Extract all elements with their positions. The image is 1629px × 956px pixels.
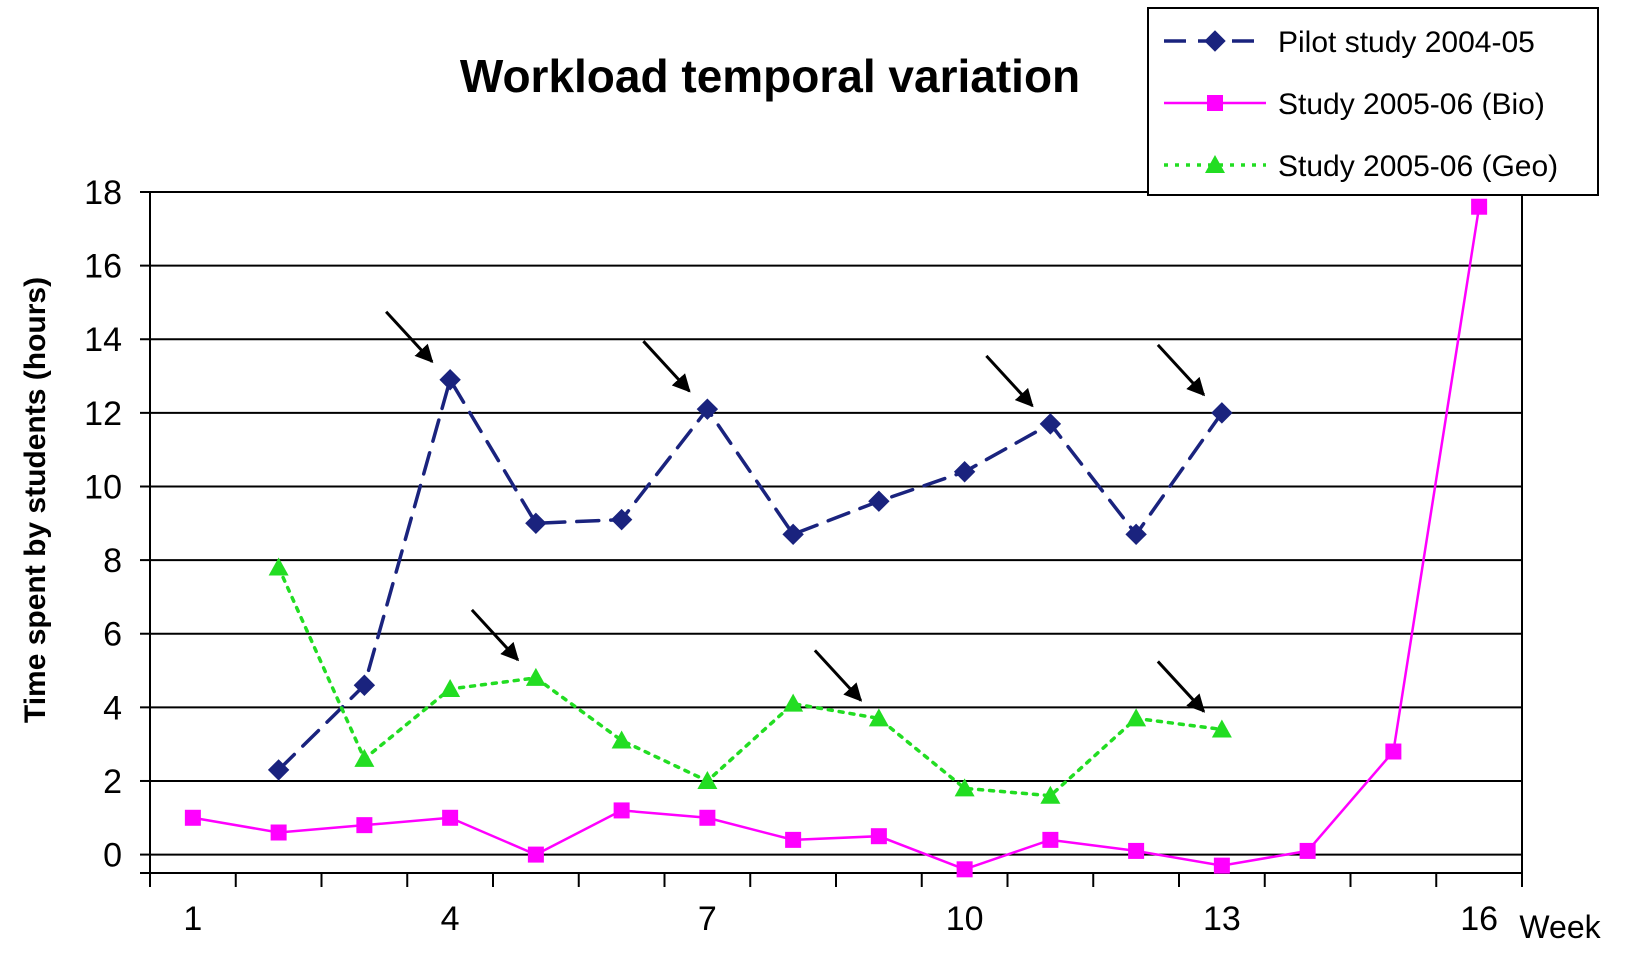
series-2 bbox=[268, 557, 1232, 804]
data-point bbox=[613, 802, 630, 819]
data-point bbox=[697, 770, 718, 789]
legend-label: Pilot study 2004-05 bbox=[1278, 26, 1535, 59]
y-tick-label: 18 bbox=[84, 174, 122, 212]
annotation-arrows bbox=[385, 310, 1206, 713]
data-point bbox=[442, 809, 459, 826]
y-tick-label: 0 bbox=[103, 837, 122, 875]
data-point bbox=[699, 809, 716, 826]
y-tick-label: 6 bbox=[103, 616, 122, 654]
data-point bbox=[353, 674, 376, 696]
data-point bbox=[184, 809, 201, 826]
y-tick-label: 4 bbox=[103, 689, 122, 727]
data-point bbox=[527, 846, 544, 863]
x-axis-label: Week bbox=[1519, 909, 1601, 945]
y-tick-label: 8 bbox=[103, 542, 122, 580]
y-axis-label: Time spent by students (hours) bbox=[19, 277, 52, 723]
y-tick-label: 12 bbox=[84, 395, 122, 433]
legend: Pilot study 2004-05 Study 2005-06 (Bio) St… bbox=[1147, 7, 1599, 196]
data-point bbox=[868, 490, 890, 512]
grid-lines bbox=[150, 191, 1522, 856]
data-point bbox=[268, 557, 289, 576]
data-point bbox=[1385, 743, 1402, 760]
chart-title: Workload temporal variation bbox=[460, 50, 1080, 102]
x-tick-label: 7 bbox=[698, 900, 717, 938]
data-point bbox=[956, 861, 973, 878]
data-point bbox=[1471, 198, 1488, 215]
y-tick-label: 2 bbox=[103, 763, 122, 801]
data-point bbox=[525, 512, 547, 535]
legend-swatch-marker bbox=[1207, 95, 1223, 111]
data-point bbox=[953, 461, 976, 483]
x-tick-label: 16 bbox=[1460, 900, 1498, 938]
annotation-arrow bbox=[1156, 660, 1206, 713]
data-point bbox=[611, 730, 632, 749]
series-line bbox=[276, 565, 1224, 798]
data-point bbox=[356, 817, 373, 834]
x-tick-label: 10 bbox=[946, 900, 984, 938]
legend-swatch-marker bbox=[1205, 155, 1225, 173]
data-point bbox=[870, 828, 887, 845]
legend-item: Study 2005-06 (Geo) bbox=[1164, 150, 1558, 183]
data-point bbox=[270, 824, 287, 841]
data-point bbox=[696, 398, 719, 420]
series-line bbox=[191, 205, 1481, 871]
data-point bbox=[1213, 857, 1230, 874]
y-tick-label: 10 bbox=[84, 468, 122, 506]
data-point bbox=[354, 748, 375, 767]
data-point bbox=[610, 508, 633, 531]
data-point bbox=[1126, 708, 1147, 727]
data-point bbox=[440, 678, 461, 697]
data-point bbox=[782, 523, 804, 546]
annotation-arrow bbox=[813, 649, 863, 702]
data-point bbox=[783, 693, 804, 712]
data-point bbox=[1039, 413, 1062, 435]
x-tick-label: 1 bbox=[183, 900, 202, 938]
annotation-arrow bbox=[1156, 343, 1206, 397]
x-tick-label: 13 bbox=[1203, 900, 1241, 938]
legend-label: Study 2005-06 (Geo) bbox=[1278, 150, 1558, 183]
legend-item: Study 2005-06 (Bio) bbox=[1164, 88, 1545, 121]
data-point bbox=[1042, 831, 1059, 848]
y-tick-label: 16 bbox=[84, 248, 122, 286]
legend-label: Study 2005-06 (Bio) bbox=[1278, 88, 1545, 121]
data-point bbox=[1125, 523, 1147, 546]
data-point bbox=[1040, 785, 1061, 804]
data-point bbox=[868, 708, 889, 727]
series-0 bbox=[267, 369, 1233, 781]
legend-swatch-marker bbox=[1204, 30, 1226, 52]
data-point bbox=[1128, 842, 1145, 859]
data-point bbox=[785, 831, 802, 848]
x-tick-label: 4 bbox=[441, 900, 460, 938]
data-point bbox=[267, 759, 290, 781]
series-line bbox=[276, 375, 1224, 772]
series-1 bbox=[184, 198, 1488, 878]
annotation-arrow bbox=[985, 354, 1034, 408]
y-tick-label: 14 bbox=[84, 321, 122, 359]
axes bbox=[140, 191, 1523, 887]
data-point bbox=[1211, 719, 1232, 738]
data-point bbox=[954, 778, 975, 797]
annotation-arrow bbox=[385, 310, 434, 364]
annotation-arrow bbox=[642, 340, 691, 393]
data-point bbox=[1211, 402, 1233, 424]
data-point bbox=[1299, 842, 1316, 859]
data-point bbox=[439, 369, 461, 391]
series-layer bbox=[184, 198, 1488, 878]
data-point bbox=[525, 667, 546, 686]
annotation-arrow bbox=[470, 608, 520, 662]
legend-item: Pilot study 2004-05 bbox=[1164, 26, 1535, 59]
